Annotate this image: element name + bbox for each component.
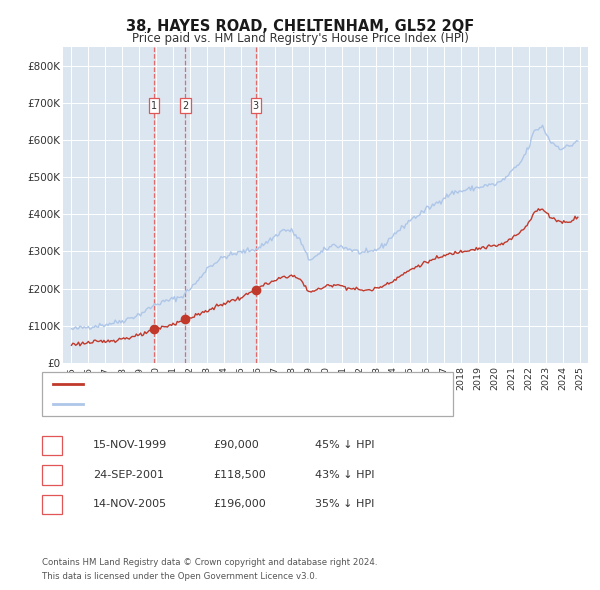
Text: HPI: Average price, detached house, Cheltenham: HPI: Average price, detached house, Chel… bbox=[90, 399, 347, 409]
Text: £90,000: £90,000 bbox=[213, 441, 259, 450]
Text: 38, HAYES ROAD, CHELTENHAM, GL52 2QF (detached house): 38, HAYES ROAD, CHELTENHAM, GL52 2QF (de… bbox=[90, 379, 407, 389]
Text: 3: 3 bbox=[253, 101, 259, 110]
Text: £118,500: £118,500 bbox=[213, 470, 266, 480]
Text: 43% ↓ HPI: 43% ↓ HPI bbox=[315, 470, 374, 480]
Text: 3: 3 bbox=[49, 500, 55, 509]
Text: 1: 1 bbox=[151, 101, 157, 110]
Text: 35% ↓ HPI: 35% ↓ HPI bbox=[315, 500, 374, 509]
Text: 45% ↓ HPI: 45% ↓ HPI bbox=[315, 441, 374, 450]
Text: Contains HM Land Registry data © Crown copyright and database right 2024.: Contains HM Land Registry data © Crown c… bbox=[42, 558, 377, 567]
Text: £196,000: £196,000 bbox=[213, 500, 266, 509]
Text: 1: 1 bbox=[49, 441, 55, 450]
Text: 38, HAYES ROAD, CHELTENHAM, GL52 2QF: 38, HAYES ROAD, CHELTENHAM, GL52 2QF bbox=[126, 19, 474, 34]
Text: Price paid vs. HM Land Registry's House Price Index (HPI): Price paid vs. HM Land Registry's House … bbox=[131, 32, 469, 45]
Text: 2: 2 bbox=[182, 101, 188, 110]
Text: This data is licensed under the Open Government Licence v3.0.: This data is licensed under the Open Gov… bbox=[42, 572, 317, 581]
Text: 2: 2 bbox=[49, 470, 55, 480]
Text: 15-NOV-1999: 15-NOV-1999 bbox=[93, 441, 167, 450]
Text: 14-NOV-2005: 14-NOV-2005 bbox=[93, 500, 167, 509]
Text: 24-SEP-2001: 24-SEP-2001 bbox=[93, 470, 164, 480]
